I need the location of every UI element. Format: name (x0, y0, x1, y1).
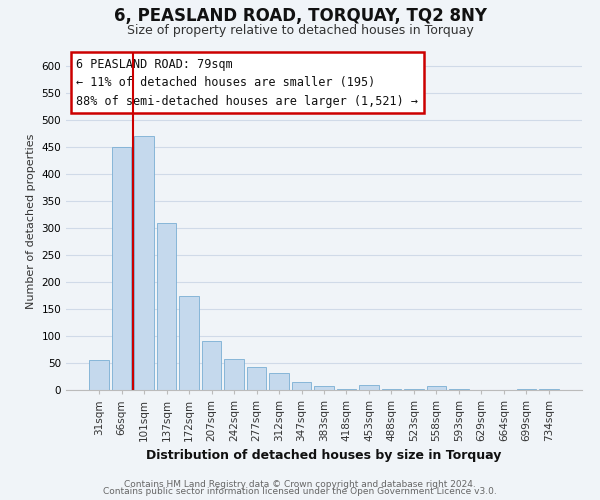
Bar (134, 136, 154, 390)
Text: Contains public sector information licensed under the Open Government Licence v3: Contains public sector information licen… (103, 487, 497, 496)
Bar (89, 360, 109, 390)
Y-axis label: Number of detached properties: Number of detached properties (26, 134, 36, 309)
Text: Size of property relative to detached houses in Torquay: Size of property relative to detached ho… (127, 24, 473, 37)
X-axis label: Distribution of detached houses by size in Torquay: Distribution of detached houses by size … (146, 450, 502, 462)
Bar (517, 389, 536, 390)
Bar (359, 385, 379, 390)
Bar (247, 368, 266, 390)
Bar (179, 296, 199, 390)
Bar (112, 147, 131, 390)
Bar (269, 372, 289, 390)
Bar (157, 222, 176, 390)
Text: Contains HM Land Registry data © Crown copyright and database right 2024.: Contains HM Land Registry data © Crown c… (124, 480, 476, 489)
Bar (224, 358, 244, 390)
Text: 6 PEASLAND ROAD: 79sqm
← 11% of detached houses are smaller (195)
88% of semi-de: 6 PEASLAND ROAD: 79sqm ← 11% of detached… (76, 58, 418, 108)
Bar (382, 389, 401, 390)
Bar (427, 386, 446, 390)
Bar (314, 386, 334, 390)
Bar (292, 382, 311, 390)
Bar (202, 342, 221, 390)
Text: 6, PEASLAND ROAD, TORQUAY, TQ2 8NY: 6, PEASLAND ROAD, TORQUAY, TQ2 8NY (113, 8, 487, 26)
